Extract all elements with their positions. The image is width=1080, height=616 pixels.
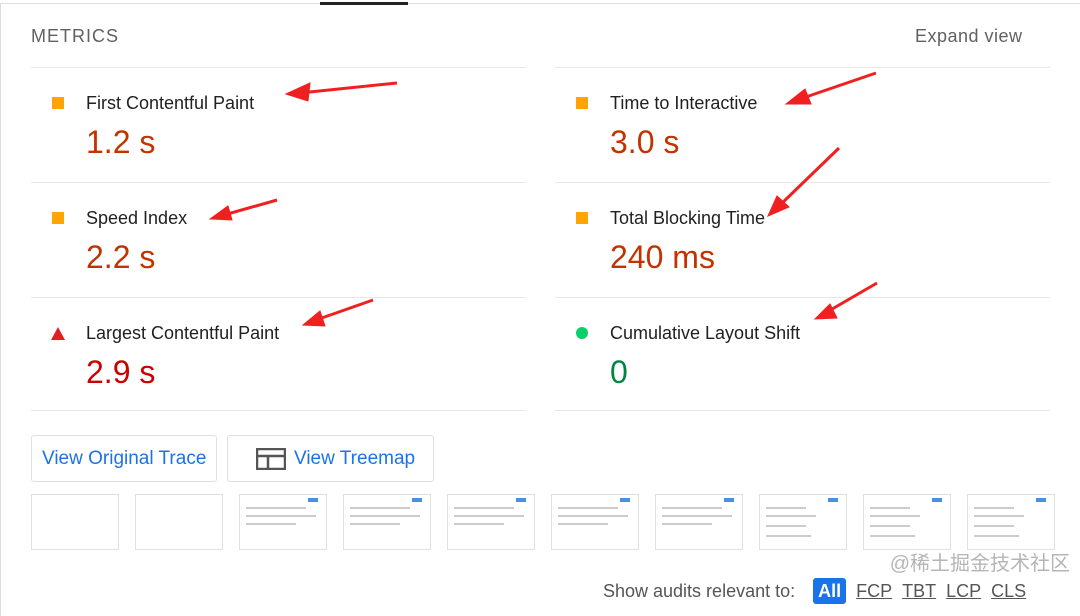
metric-value: 2.9 s: [86, 354, 156, 390]
metric-name: Time to Interactive: [610, 93, 758, 113]
metrics-left-column: First Contentful Paint 1.2 s Speed Index…: [31, 67, 526, 411]
filmstrip-frame: [967, 494, 1055, 550]
button-label: View Treemap: [294, 447, 416, 469]
filter-fcp[interactable]: FCP: [856, 581, 893, 601]
filmstrip: [31, 494, 1055, 550]
button-label: View Original Trace: [42, 447, 207, 469]
filmstrip-frame: [239, 494, 327, 550]
filter-lcp[interactable]: LCP: [946, 581, 982, 601]
metrics-title: METRICS: [31, 26, 119, 46]
average-square-icon: [52, 212, 64, 224]
audit-filter: Show audits relevant to: All FCP TBT LCP…: [603, 578, 1026, 604]
expand-view-toggle[interactable]: Expand view: [915, 26, 1023, 46]
filmstrip-frame: [343, 494, 431, 550]
metric-value: 1.2 s: [86, 124, 156, 160]
view-treemap-button[interactable]: View Treemap: [227, 435, 435, 482]
filmstrip-frame: [655, 494, 743, 550]
metric-name: First Contentful Paint: [86, 93, 255, 113]
average-square-icon: [576, 212, 588, 224]
metric-value: 3.0 s: [610, 124, 680, 160]
pass-circle-icon: [576, 327, 588, 339]
metric-cls: Cumulative Layout Shift 0: [555, 297, 1050, 411]
filter-tbt[interactable]: TBT: [902, 581, 937, 601]
filmstrip-frame: [135, 494, 223, 550]
metric-value: 2.2 s: [86, 239, 156, 275]
filmstrip-frame: [863, 494, 951, 550]
metric-lcp: Largest Contentful Paint 2.9 s: [31, 297, 526, 411]
metric-value: 240 ms: [610, 239, 715, 275]
filmstrip-frame: [447, 494, 535, 550]
filmstrip-frame: [759, 494, 847, 550]
metric-name: Cumulative Layout Shift: [610, 323, 801, 343]
metric-si: Speed Index 2.2 s: [31, 182, 526, 297]
treemap-icon: [256, 447, 286, 470]
metric-name: Largest Contentful Paint: [86, 323, 280, 343]
tab-divider: [0, 3, 1080, 4]
view-original-trace-button[interactable]: View Original Trace: [31, 435, 218, 482]
average-square-icon: [52, 97, 64, 109]
filter-all[interactable]: All: [813, 578, 847, 604]
filmstrip-frame: [31, 494, 119, 550]
average-square-icon: [576, 97, 588, 109]
filter-cls[interactable]: CLS: [991, 581, 1027, 601]
metric-name: Speed Index: [86, 208, 188, 228]
filter-label: Show audits relevant to:: [603, 581, 796, 601]
metric-fcp: First Contentful Paint 1.2 s: [31, 67, 526, 182]
metrics-right-column: Time to Interactive 3.0 s Total Blocking…: [555, 67, 1050, 411]
panel-border: [0, 3, 1, 616]
active-tab-indicator: [320, 2, 408, 5]
watermark: @稀土掘金技术社区: [889, 553, 1070, 575]
fail-triangle-icon: [51, 327, 65, 340]
metric-value: 0: [610, 354, 628, 390]
metric-tti: Time to Interactive 3.0 s: [555, 67, 1050, 182]
metric-tbt: Total Blocking Time 240 ms: [555, 182, 1050, 297]
filmstrip-frame: [551, 494, 639, 550]
metric-name: Total Blocking Time: [610, 208, 766, 228]
